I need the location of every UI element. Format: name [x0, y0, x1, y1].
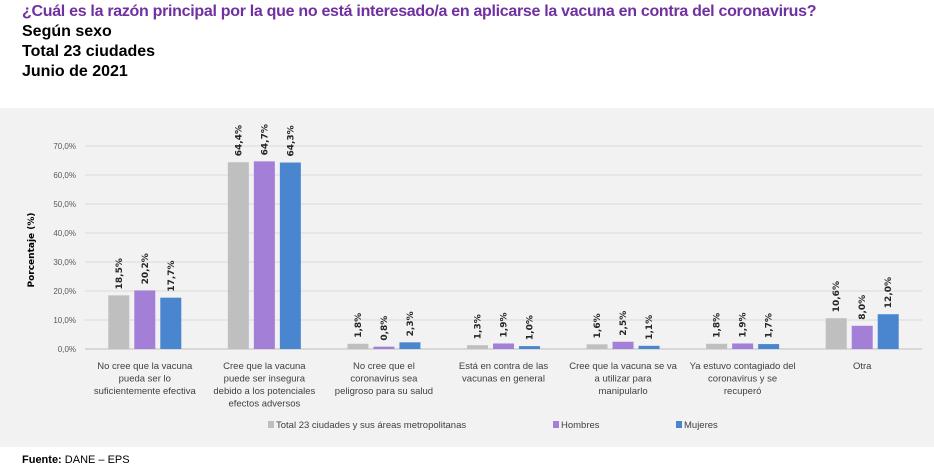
x-tick-label: Está en contra de las: [459, 361, 548, 372]
subtitle-date: Junio de 2021: [22, 63, 128, 80]
y-tick-label: 50,0%: [53, 200, 76, 209]
data-label: 2,3%: [406, 311, 416, 336]
x-tick-label: pueda ser lo: [119, 374, 171, 385]
bar: [612, 341, 634, 349]
bar: [347, 343, 369, 349]
y-tick-label: 40,0%: [53, 229, 76, 238]
legend-swatch: [676, 421, 682, 428]
x-tick-label: recuperó: [724, 386, 762, 397]
bar: [493, 343, 514, 349]
bar: [160, 297, 182, 349]
legend-label: Mujeres: [684, 420, 718, 431]
bar: [467, 345, 488, 349]
data-label: 1,1%: [645, 315, 655, 340]
bar: [732, 343, 754, 349]
x-tick-label: Cree que la vacuna: [223, 361, 306, 372]
legend-label: Total 23 ciudades y sus áreas metropolit…: [276, 420, 466, 431]
data-label: 64,7%: [260, 124, 270, 155]
x-tick-label: Cree que la vacuna se va: [569, 361, 677, 372]
bar: [877, 314, 899, 349]
y-tick-label: 0,0%: [58, 345, 76, 354]
bar: [519, 346, 540, 349]
data-label: 0,8%: [380, 316, 390, 341]
bar: [253, 161, 275, 349]
data-label: 64,4%: [234, 125, 244, 156]
bar: [373, 346, 395, 349]
data-label: 18,5%: [115, 258, 125, 289]
data-label: 1,8%: [713, 313, 723, 338]
x-tick-label: Otra: [853, 361, 872, 372]
y-tick-label: 10,0%: [53, 316, 76, 325]
x-tick-label: a utilizar para: [595, 374, 653, 385]
data-label: 10,6%: [832, 281, 842, 312]
legend-swatch: [553, 421, 559, 428]
legend-swatch: [268, 421, 274, 428]
source-label: Fuente:: [22, 454, 62, 466]
y-tick-label: 70,0%: [53, 142, 76, 151]
x-tick-label: debido a los potenciales: [213, 386, 315, 397]
chart-title: ¿Cuál es la razón principal por la que n…: [22, 3, 817, 20]
x-tick-label: puede ser insegura: [224, 374, 306, 385]
bar: [851, 325, 873, 349]
data-label: 12,0%: [884, 277, 894, 308]
subtitle-cities: Total 23 ciudades: [22, 43, 156, 60]
bar: [279, 162, 301, 349]
legend-label: Hombres: [561, 420, 600, 431]
x-tick-label: vacunas en general: [462, 374, 545, 385]
header: ¿Cuál es la razón principal por la que n…: [22, 2, 817, 82]
bar: [825, 318, 847, 349]
bar: [134, 290, 156, 349]
x-tick-label: manipularlo: [599, 386, 648, 397]
chart-panel: [0, 108, 934, 447]
x-tick-label: No cree que el: [353, 361, 415, 372]
bar: [108, 295, 130, 349]
data-label: 1,6%: [593, 313, 603, 338]
data-label: 20,2%: [141, 253, 151, 284]
x-tick-label: No cree que la vacuna: [97, 361, 193, 372]
data-label: 1,9%: [500, 313, 510, 338]
data-label: 1,8%: [354, 313, 364, 338]
data-label: 1,0%: [526, 315, 536, 340]
y-axis-label: Porcentaje (%): [27, 212, 37, 287]
bar: [638, 345, 660, 349]
y-tick-label: 60,0%: [53, 171, 76, 180]
x-tick-label: peligroso para su salud: [335, 386, 433, 397]
x-tick-label: coronavirus y se: [708, 374, 777, 385]
source-text: DANE – EPS: [64, 454, 130, 466]
bar: [399, 342, 421, 349]
bar: [706, 343, 728, 349]
y-tick-label: 30,0%: [53, 258, 76, 267]
x-tick-label: Ya estuvo contagiado del: [690, 361, 796, 372]
bar: [758, 344, 780, 349]
data-label: 1,3%: [474, 314, 484, 339]
bar: [586, 344, 608, 349]
x-tick-label: coronavirus sea: [350, 374, 418, 385]
y-tick-label: 20,0%: [53, 287, 76, 296]
bar: [227, 162, 249, 349]
subtitle-sex: Según sexo: [22, 23, 112, 40]
source-note: Fuente: DANE – EPS: [22, 454, 130, 466]
x-tick-label: suficientemente efectiva: [94, 386, 197, 397]
data-label: 64,3%: [286, 125, 296, 156]
data-label: 8,0%: [858, 295, 868, 320]
data-label: 1,7%: [765, 313, 775, 338]
data-label: 1,9%: [739, 313, 749, 338]
data-label: 17,7%: [167, 260, 177, 291]
data-label: 2,5%: [619, 311, 629, 336]
x-tick-label: efectos adversos: [228, 399, 300, 410]
